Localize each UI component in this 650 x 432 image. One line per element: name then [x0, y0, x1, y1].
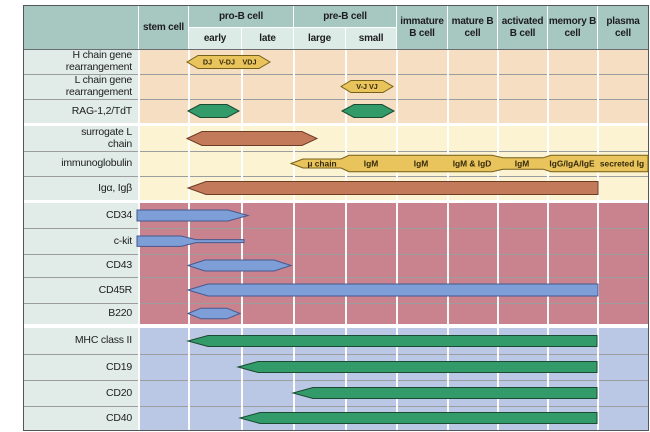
table-row: CD20 [24, 380, 648, 406]
row-label-cd45r: CD45R [24, 278, 138, 303]
grid-line [396, 50, 398, 430]
column-header-mature-b-cell: mature B cell [448, 6, 497, 49]
table-row: CD19 [24, 354, 648, 380]
row-label-b220: B220 [24, 304, 138, 324]
table-row: CD45R [24, 277, 648, 303]
table-row: MHC class II [24, 328, 648, 354]
row-label-cd19: CD19 [24, 355, 138, 380]
row-label-cd34: CD34 [24, 203, 138, 228]
header-divider [24, 49, 648, 50]
table-row: Igα, Igβ [24, 176, 648, 200]
grid-line [293, 50, 295, 430]
row-label-h-chain: H chain gene rearrangement [24, 49, 138, 74]
row-label-surrogate: surrogate L chain [24, 126, 138, 151]
grid-line [345, 50, 347, 430]
grid-line [188, 50, 190, 430]
grid-line [241, 50, 243, 430]
table-row: immunoglobulin [24, 151, 648, 176]
row-label-mhc-class-ii: MHC class II [24, 328, 138, 354]
row-label-c-kit: c-kit [24, 229, 138, 254]
row-label-cd40: CD40 [24, 407, 138, 430]
subcolumn-header-small: small [346, 28, 396, 49]
row-label-rag: RAG-1,2/TdT [24, 100, 138, 123]
row-label-iga-igb: Igα, Igβ [24, 177, 138, 200]
column-header-memory-b-cell: memory B cell [548, 6, 597, 49]
grid-line [447, 50, 449, 430]
grid-line [547, 50, 549, 430]
row-label-immunoglobulin: immunoglobulin [24, 152, 138, 176]
header-corner-cell [24, 6, 138, 49]
subcolumn-header-early: early [189, 28, 241, 49]
table-row: c-kit [24, 228, 648, 254]
table-row: surrogate L chain [24, 126, 648, 151]
column-header-pro-b-cell: pro-B cell [189, 6, 293, 27]
subcolumn-header-late: late [242, 28, 293, 49]
table-row: B220 [24, 303, 648, 324]
column-header-stem-cell: stem cell [139, 6, 188, 49]
table-row: H chain gene rearrangement [24, 49, 648, 74]
table-row: CD34 [24, 203, 648, 228]
grid-line [597, 50, 599, 430]
column-header-plasma-cell: plasma cell [598, 6, 648, 49]
column-header-pre-b-cell: pre-B cell [294, 6, 396, 27]
row-label-cd43: CD43 [24, 255, 138, 277]
row-label-cd20: CD20 [24, 381, 138, 406]
subcolumn-header-large: large [294, 28, 345, 49]
grid-line [497, 50, 499, 430]
table-row: RAG-1,2/TdT [24, 99, 648, 123]
column-header-activated-b-cell: activated B cell [498, 6, 547, 49]
table-row: L chain gene rearrangement [24, 74, 648, 99]
table-row: CD43 [24, 254, 648, 277]
row-label-l-chain: L chain gene rearrangement [24, 74, 138, 99]
grid-line [138, 50, 140, 430]
table-row: CD40 [24, 406, 648, 430]
column-header-immature-b-cell: immature B cell [397, 6, 447, 49]
